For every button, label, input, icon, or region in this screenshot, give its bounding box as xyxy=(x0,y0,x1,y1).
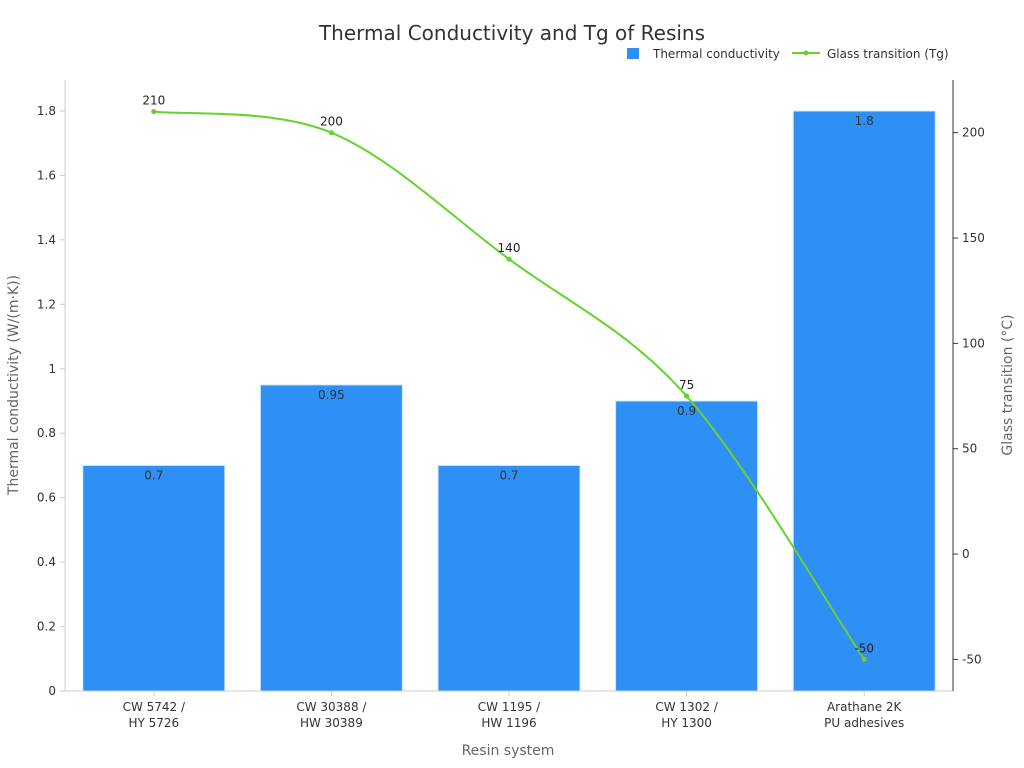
bar xyxy=(437,464,581,692)
bar-value-label: 0.9 xyxy=(677,404,696,418)
bar xyxy=(615,400,759,692)
tg-line xyxy=(153,110,866,660)
line-series: 210 200 140 75 -50 xyxy=(142,94,874,662)
y-tick-label: 0.8 xyxy=(37,426,56,440)
legend: Thermal conductivity Glass transition (T… xyxy=(627,47,949,61)
bar-value-label: 0.7 xyxy=(499,468,518,482)
x-tick-label-line: HY 1300 xyxy=(661,716,712,730)
bar xyxy=(82,464,226,692)
legend-swatch-thermal-conductivity xyxy=(627,48,639,59)
y-tick-label: 0.2 xyxy=(37,620,56,634)
y2-axis-title: Glass transition (°C) xyxy=(1000,314,1016,455)
bar-value-label: 0.95 xyxy=(318,388,345,402)
legend-marker-glass-transition xyxy=(803,50,809,56)
x-tick-label: CW 5742 / HY 5726 xyxy=(123,700,186,730)
x-tick-label-line: PU adhesives xyxy=(824,716,904,730)
tg-point xyxy=(506,256,512,262)
y-tick-label: 0.4 xyxy=(37,555,56,569)
tg-value-label: 75 xyxy=(679,378,694,392)
x-tick-label-line: HW 30389 xyxy=(300,716,363,730)
y-tick-label: 1.8 xyxy=(37,104,56,118)
tg-value-label: -50 xyxy=(854,641,874,655)
y-tick-label: 1.2 xyxy=(37,297,56,311)
tg-point xyxy=(861,656,867,662)
x-tick-label: CW 1302 / HY 1300 xyxy=(655,700,718,730)
tg-value-label: 200 xyxy=(320,115,343,129)
x-tick-label-line: Arathane 2K xyxy=(827,700,903,714)
y2-tick-label: 100 xyxy=(962,336,985,350)
y2-tick-label: 50 xyxy=(962,442,977,456)
tg-value-label: 210 xyxy=(142,94,165,108)
tg-point xyxy=(151,109,157,115)
x-tick-label-line: CW 1195 / xyxy=(478,700,541,714)
x-axis-title: Resin system xyxy=(462,743,555,759)
tg-point xyxy=(328,130,334,136)
x-tick-label: CW 30388 / HW 30389 xyxy=(296,700,367,730)
bar xyxy=(792,110,936,692)
y-tick-label: 1 xyxy=(48,362,56,376)
tg-value-label: 140 xyxy=(498,241,521,255)
x-tick-label-line: CW 5742 / xyxy=(123,700,186,714)
x-tick-label-line: CW 30388 / xyxy=(296,700,367,714)
y-tick-label: 0.6 xyxy=(37,491,56,505)
bar-value-label: 0.7 xyxy=(144,468,163,482)
tg-point xyxy=(684,393,690,399)
x-tick-label-line: HY 5726 xyxy=(128,716,179,730)
y-axis-title: Thermal conductivity (W/(m·K)) xyxy=(6,275,22,496)
y2-tick-label: 0 xyxy=(962,547,970,561)
x-tick-label: CW 1195 / HW 1196 xyxy=(478,700,541,730)
legend-label-thermal-conductivity: Thermal conductivity xyxy=(652,47,780,61)
legend-label-glass-transition: Glass transition (Tg) xyxy=(827,47,949,61)
y2-tick-label: -50 xyxy=(962,652,982,666)
y2-tick-label: 200 xyxy=(962,126,985,140)
x-tick-label-line: CW 1302 / xyxy=(655,700,718,714)
x-tick-label: Arathane 2K PU adhesives xyxy=(824,700,904,730)
bar xyxy=(259,384,403,692)
chart-title: Thermal Conductivity and Tg of Resins xyxy=(318,21,705,45)
axes: 0 0.2 0.4 0.6 0.8 1 1.2 1.4 1.6 1.8 -50 0 50 100 150 20… xyxy=(37,80,985,730)
y2-tick-label: 150 xyxy=(962,231,985,245)
y-tick-label: 1.4 xyxy=(37,233,56,247)
bar-group: 0.7 0.95 0.7 0.9 1.8 xyxy=(82,110,936,692)
bar-value-label: 1.8 xyxy=(855,114,874,128)
x-tick-label-line: HW 1196 xyxy=(481,716,536,730)
y-tick-label: 1.6 xyxy=(37,168,56,182)
y-tick-label: 0 xyxy=(48,684,56,698)
